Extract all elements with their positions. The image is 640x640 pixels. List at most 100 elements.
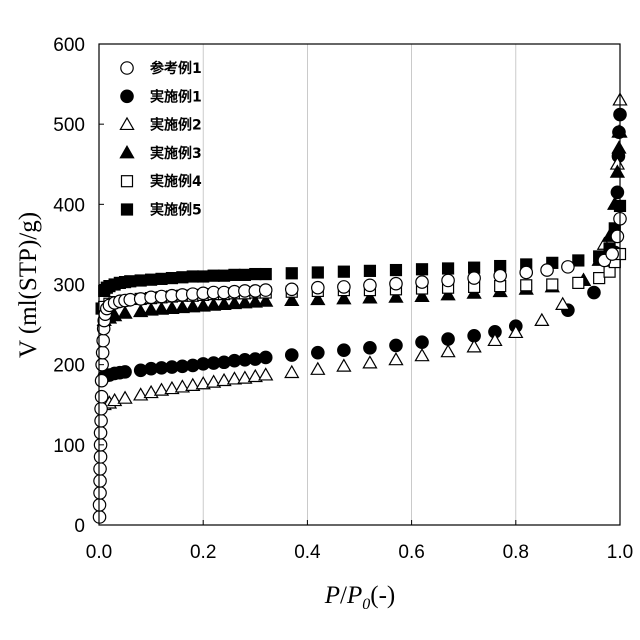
data-point [205,374,222,388]
legend-item: 実施例3 [119,145,202,162]
data-point [176,271,189,284]
data-point [508,324,524,339]
data-point [153,301,170,315]
data-point [93,474,107,488]
data-point [519,265,534,280]
data-point [493,268,507,283]
data-point [534,312,550,327]
data-point [284,348,299,362]
legend-marker [120,89,134,104]
data-point [237,370,253,384]
data-point [389,263,403,277]
data-point [93,486,107,500]
data-point [94,389,109,404]
data-point [153,382,170,396]
data-point [467,271,481,285]
data-point [540,263,554,277]
data-points [92,92,628,524]
data-point [336,291,352,305]
x-title-subscript: 0 [362,596,370,613]
data-point [174,299,190,314]
data-point [165,271,179,285]
legend-item: 実施例2 [119,117,202,134]
y-tick-label: 300 [53,276,85,297]
axis-ticks: 0.0 0.2 0.4 0.6 0.8 1.0 0 100 200 300 400 500 600 [53,35,633,563]
y-tick-label: 0 [74,516,85,537]
data-point [258,283,273,297]
data-point [337,343,351,358]
legend-label: 参考例1 [150,60,202,77]
data-point [185,299,201,313]
legend: 参考例1 実施例1 実施例2 実施例3 実施例4 実施例5 [119,60,202,219]
data-point [611,140,627,154]
data-point [605,247,619,261]
data-point [415,275,429,289]
data-point [216,372,232,387]
data-point [226,295,243,310]
data-point [336,358,352,372]
legend-item: 実施例4 [120,173,202,190]
legend-label: 実施例5 [150,202,202,219]
y-tick-label: 200 [53,356,85,377]
x-title-p: P [324,582,340,609]
data-point [185,377,201,391]
data-point [94,401,108,416]
data-point [205,297,222,311]
data-point [520,279,533,292]
data-point [258,293,274,307]
data-point [572,254,585,267]
data-point [117,305,133,319]
data-point [284,364,300,379]
legend-item: 実施例1 [120,88,202,105]
data-point [143,302,159,316]
data-point [258,350,273,365]
data-point [259,267,272,281]
data-point [311,280,325,295]
legend-marker [120,203,134,216]
x-tick-label: 1.0 [607,542,633,563]
data-point [415,335,429,350]
x-tick-label: 0.8 [503,542,529,563]
data-point [363,341,377,355]
data-point [174,379,190,393]
data-point [609,164,626,178]
data-point [117,390,133,404]
data-point [311,266,324,279]
data-point [217,269,231,282]
data-point [238,268,251,281]
data-point [106,392,123,407]
y-axis-title: V (ml(STP)/g) [15,212,42,358]
data-point [285,267,298,280]
data-point [216,296,232,310]
data-point [195,376,211,390]
data-point [415,263,429,276]
data-point [311,345,325,360]
data-point [258,367,274,381]
data-point [284,292,300,306]
data-point [414,347,430,362]
data-point [93,426,108,440]
data-point [487,332,503,347]
data-point [441,262,455,275]
x-title-unit: (-) [370,582,395,609]
data-point [247,294,263,308]
data-point [195,298,211,312]
legend-marker [120,61,134,75]
data-point [247,368,263,383]
legend-marker [120,175,134,188]
legend-item: 実施例5 [120,202,202,219]
data-point [441,332,455,346]
data-point [145,273,158,286]
x-tick-label: 0.4 [294,542,321,563]
data-point [95,345,110,360]
x-tick-label: 0.6 [398,542,424,563]
data-point [93,450,108,464]
data-point [414,288,430,302]
data-point [124,275,137,288]
data-point [388,289,404,303]
data-point [441,273,455,288]
data-point [197,270,210,283]
data-point [164,380,180,395]
data-point [337,265,350,278]
data-point [94,373,109,388]
